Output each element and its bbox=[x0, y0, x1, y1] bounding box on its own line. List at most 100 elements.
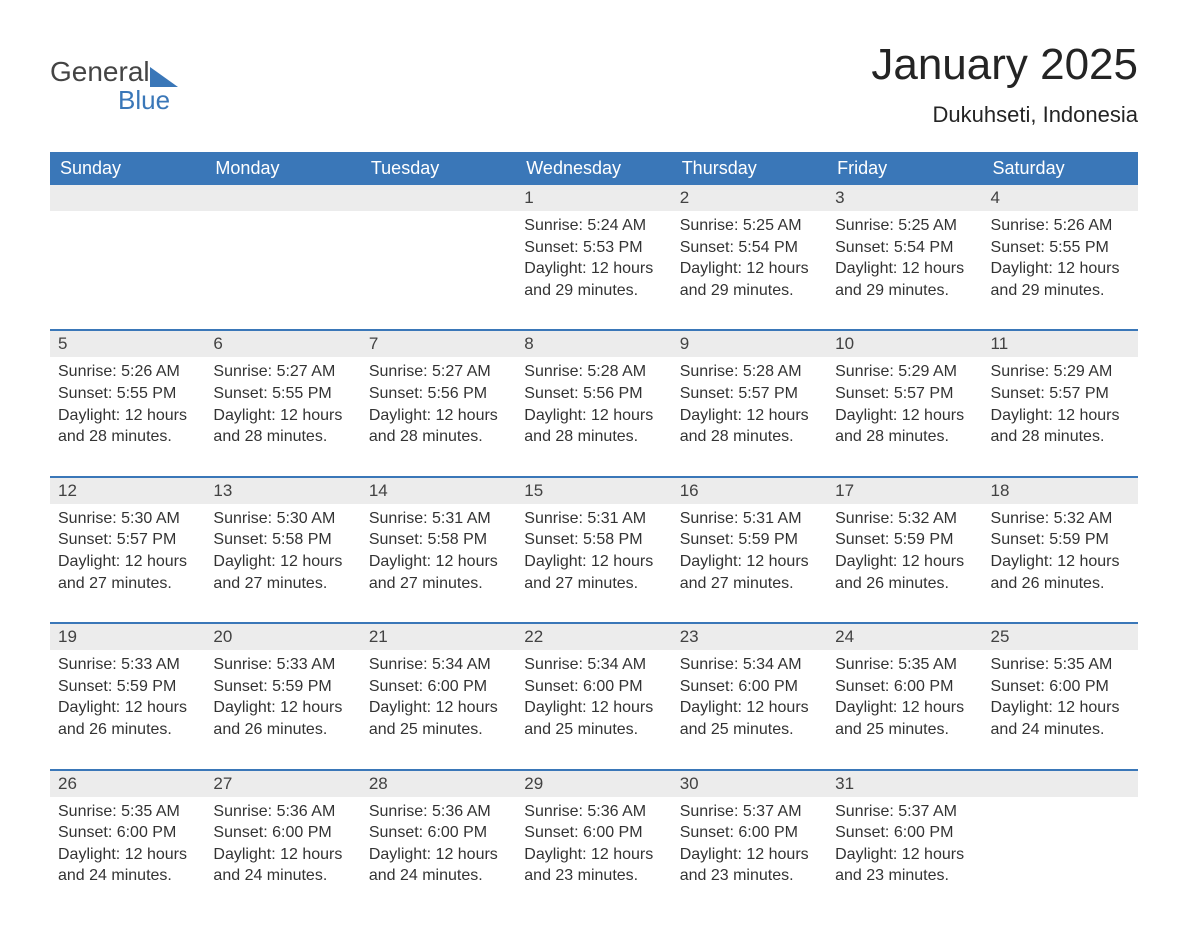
daylight-text: Daylight: 12 hours and 29 minutes. bbox=[680, 258, 819, 301]
date-cell: 4 bbox=[983, 185, 1138, 211]
sunset-text: Sunset: 5:56 PM bbox=[524, 383, 663, 405]
detail-cell: Sunrise: 5:27 AMSunset: 5:55 PMDaylight:… bbox=[205, 357, 360, 476]
detail-cell: Sunrise: 5:36 AMSunset: 6:00 PMDaylight:… bbox=[516, 797, 671, 893]
date-cell: 16 bbox=[672, 477, 827, 504]
date-cell: 1 bbox=[516, 185, 671, 211]
detail-row: Sunrise: 5:26 AMSunset: 5:55 PMDaylight:… bbox=[50, 357, 1138, 476]
date-cell: 13 bbox=[205, 477, 360, 504]
daylight-text: Daylight: 12 hours and 28 minutes. bbox=[991, 405, 1130, 448]
logo-word-blue: Blue bbox=[50, 85, 170, 115]
sunset-text: Sunset: 5:58 PM bbox=[369, 529, 508, 551]
detail-cell: Sunrise: 5:35 AMSunset: 6:00 PMDaylight:… bbox=[827, 650, 982, 769]
date-cell: 3 bbox=[827, 185, 982, 211]
detail-cell: Sunrise: 5:33 AMSunset: 5:59 PMDaylight:… bbox=[205, 650, 360, 769]
sunset-text: Sunset: 5:54 PM bbox=[680, 237, 819, 259]
daylight-text: Daylight: 12 hours and 24 minutes. bbox=[213, 844, 352, 887]
sunset-text: Sunset: 6:00 PM bbox=[680, 676, 819, 698]
date-cell: 9 bbox=[672, 330, 827, 357]
sunrise-text: Sunrise: 5:25 AM bbox=[680, 215, 819, 237]
sunrise-text: Sunrise: 5:35 AM bbox=[835, 654, 974, 676]
sunset-text: Sunset: 5:55 PM bbox=[991, 237, 1130, 259]
detail-cell: Sunrise: 5:34 AMSunset: 6:00 PMDaylight:… bbox=[516, 650, 671, 769]
detail-row: Sunrise: 5:30 AMSunset: 5:57 PMDaylight:… bbox=[50, 504, 1138, 623]
date-cell: 26 bbox=[50, 770, 205, 797]
detail-row: Sunrise: 5:24 AMSunset: 5:53 PMDaylight:… bbox=[50, 211, 1138, 330]
day-header: Saturday bbox=[983, 152, 1138, 185]
sunset-text: Sunset: 6:00 PM bbox=[680, 822, 819, 844]
sunrise-text: Sunrise: 5:34 AM bbox=[369, 654, 508, 676]
detail-cell: Sunrise: 5:29 AMSunset: 5:57 PMDaylight:… bbox=[983, 357, 1138, 476]
daylight-text: Daylight: 12 hours and 27 minutes. bbox=[680, 551, 819, 594]
detail-cell: Sunrise: 5:35 AMSunset: 6:00 PMDaylight:… bbox=[50, 797, 205, 893]
sunrise-text: Sunrise: 5:25 AM bbox=[835, 215, 974, 237]
sunrise-text: Sunrise: 5:34 AM bbox=[524, 654, 663, 676]
date-cell bbox=[205, 185, 360, 211]
sunset-text: Sunset: 5:59 PM bbox=[835, 529, 974, 551]
sunrise-text: Sunrise: 5:26 AM bbox=[991, 215, 1130, 237]
sunrise-text: Sunrise: 5:35 AM bbox=[58, 801, 197, 823]
detail-cell: Sunrise: 5:34 AMSunset: 6:00 PMDaylight:… bbox=[672, 650, 827, 769]
sunset-text: Sunset: 6:00 PM bbox=[835, 676, 974, 698]
daylight-text: Daylight: 12 hours and 27 minutes. bbox=[524, 551, 663, 594]
daylight-text: Daylight: 12 hours and 27 minutes. bbox=[369, 551, 508, 594]
sunrise-text: Sunrise: 5:32 AM bbox=[991, 508, 1130, 530]
sunset-text: Sunset: 5:58 PM bbox=[524, 529, 663, 551]
sunrise-text: Sunrise: 5:30 AM bbox=[58, 508, 197, 530]
detail-cell: Sunrise: 5:32 AMSunset: 5:59 PMDaylight:… bbox=[827, 504, 982, 623]
date-cell: 29 bbox=[516, 770, 671, 797]
daylight-text: Daylight: 12 hours and 25 minutes. bbox=[524, 697, 663, 740]
daylight-text: Daylight: 12 hours and 28 minutes. bbox=[213, 405, 352, 448]
detail-cell bbox=[205, 211, 360, 330]
date-cell: 6 bbox=[205, 330, 360, 357]
sunrise-text: Sunrise: 5:31 AM bbox=[369, 508, 508, 530]
day-header: Thursday bbox=[672, 152, 827, 185]
detail-cell: Sunrise: 5:29 AMSunset: 5:57 PMDaylight:… bbox=[827, 357, 982, 476]
detail-cell: Sunrise: 5:33 AMSunset: 5:59 PMDaylight:… bbox=[50, 650, 205, 769]
calendar-body: 1234Sunrise: 5:24 AMSunset: 5:53 PMDayli… bbox=[50, 185, 1138, 893]
detail-cell: Sunrise: 5:34 AMSunset: 6:00 PMDaylight:… bbox=[361, 650, 516, 769]
date-cell: 14 bbox=[361, 477, 516, 504]
calendar-table: Sunday Monday Tuesday Wednesday Thursday… bbox=[50, 152, 1138, 893]
sunrise-text: Sunrise: 5:31 AM bbox=[524, 508, 663, 530]
sunset-text: Sunset: 5:57 PM bbox=[680, 383, 819, 405]
location: Dukuhseti, Indonesia bbox=[871, 102, 1138, 128]
daylight-text: Daylight: 12 hours and 26 minutes. bbox=[213, 697, 352, 740]
sunset-text: Sunset: 6:00 PM bbox=[524, 676, 663, 698]
date-cell: 7 bbox=[361, 330, 516, 357]
date-cell: 28 bbox=[361, 770, 516, 797]
daylight-text: Daylight: 12 hours and 29 minutes. bbox=[991, 258, 1130, 301]
sunrise-text: Sunrise: 5:29 AM bbox=[835, 361, 974, 383]
daylight-text: Daylight: 12 hours and 25 minutes. bbox=[680, 697, 819, 740]
daylight-text: Daylight: 12 hours and 26 minutes. bbox=[991, 551, 1130, 594]
sunrise-text: Sunrise: 5:33 AM bbox=[213, 654, 352, 676]
header: General Blue January 2025 Dukuhseti, Ind… bbox=[50, 40, 1138, 144]
date-cell bbox=[50, 185, 205, 211]
sunrise-text: Sunrise: 5:36 AM bbox=[524, 801, 663, 823]
sunrise-text: Sunrise: 5:30 AM bbox=[213, 508, 352, 530]
detail-row: Sunrise: 5:35 AMSunset: 6:00 PMDaylight:… bbox=[50, 797, 1138, 893]
sunset-text: Sunset: 6:00 PM bbox=[369, 676, 508, 698]
detail-cell: Sunrise: 5:35 AMSunset: 6:00 PMDaylight:… bbox=[983, 650, 1138, 769]
date-cell: 2 bbox=[672, 185, 827, 211]
sunset-text: Sunset: 5:57 PM bbox=[835, 383, 974, 405]
date-cell bbox=[361, 185, 516, 211]
daylight-text: Daylight: 12 hours and 28 minutes. bbox=[680, 405, 819, 448]
detail-cell: Sunrise: 5:26 AMSunset: 5:55 PMDaylight:… bbox=[50, 357, 205, 476]
daylight-text: Daylight: 12 hours and 23 minutes. bbox=[524, 844, 663, 887]
date-cell: 12 bbox=[50, 477, 205, 504]
date-cell: 23 bbox=[672, 623, 827, 650]
sunrise-text: Sunrise: 5:28 AM bbox=[524, 361, 663, 383]
date-cell: 8 bbox=[516, 330, 671, 357]
sunrise-text: Sunrise: 5:34 AM bbox=[680, 654, 819, 676]
daylight-text: Daylight: 12 hours and 25 minutes. bbox=[835, 697, 974, 740]
sunrise-text: Sunrise: 5:27 AM bbox=[369, 361, 508, 383]
detail-cell: Sunrise: 5:37 AMSunset: 6:00 PMDaylight:… bbox=[827, 797, 982, 893]
sunset-text: Sunset: 6:00 PM bbox=[369, 822, 508, 844]
title-block: January 2025 Dukuhseti, Indonesia bbox=[871, 40, 1138, 144]
date-cell: 25 bbox=[983, 623, 1138, 650]
sunrise-text: Sunrise: 5:29 AM bbox=[991, 361, 1130, 383]
daylight-text: Daylight: 12 hours and 28 minutes. bbox=[524, 405, 663, 448]
daylight-text: Daylight: 12 hours and 26 minutes. bbox=[835, 551, 974, 594]
sunset-text: Sunset: 6:00 PM bbox=[58, 822, 197, 844]
daylight-text: Daylight: 12 hours and 29 minutes. bbox=[524, 258, 663, 301]
